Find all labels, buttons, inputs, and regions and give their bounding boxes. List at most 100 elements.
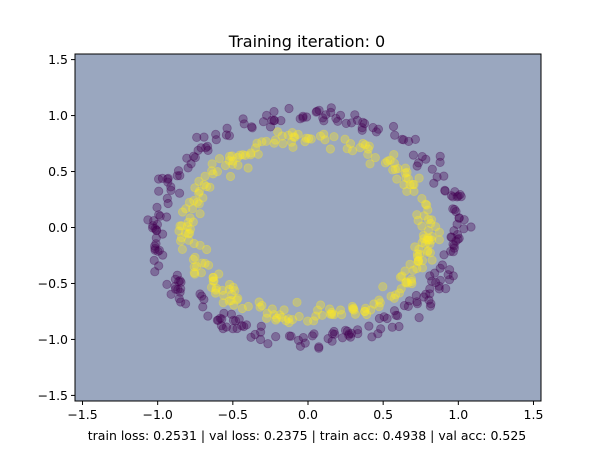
data-point-class-1 [426,235,437,245]
data-point-class-1 [289,132,299,142]
data-point-class-0 [219,308,229,318]
data-point-class-0 [459,215,469,225]
data-point-class-1 [283,314,293,324]
data-point-class-1 [374,295,384,305]
data-point-class-1 [194,199,204,209]
data-point-class-0 [307,331,317,341]
data-point-class-1 [233,152,243,162]
data-point-class-0 [392,310,403,321]
data-point-class-0 [408,150,418,160]
data-point-class-1 [277,312,287,322]
data-point-class-0 [234,314,244,324]
x-tick-label: −0.5 [218,407,248,422]
data-point-class-0 [431,277,441,288]
data-point-class-1 [395,272,406,282]
data-point-class-0 [154,174,164,184]
data-point-class-0 [376,324,386,334]
data-point-class-1 [414,173,424,183]
data-point-class-1 [402,186,412,196]
data-point-class-1 [374,301,384,312]
data-point-class-1 [233,293,243,303]
data-point-class-1 [365,159,375,169]
data-point-class-1 [212,167,222,177]
data-point-class-0 [448,204,458,214]
data-point-class-1 [182,221,192,232]
data-point-class-1 [189,262,199,272]
data-point-class-0 [421,154,431,164]
data-point-class-0 [443,270,453,280]
data-point-class-1 [380,158,391,168]
y-tick-label: 1.0 [48,108,68,123]
y-tick-label: −0.5 [38,276,68,291]
data-point-class-0 [352,115,362,126]
data-point-class-1 [224,284,234,294]
data-point-class-0 [295,341,305,351]
data-point-class-1 [417,255,428,266]
data-point-class-1 [195,209,205,219]
data-point-class-0 [172,270,182,280]
data-point-class-1 [194,186,204,196]
data-point-class-1 [426,215,437,225]
y-axis: −1.5 −1.0 −0.5 0.0 0.5 1.0 1.5 [38,52,75,403]
data-point-class-1 [273,127,283,137]
data-point-class-0 [437,260,447,270]
data-point-class-0 [445,246,456,256]
data-point-class-0 [450,187,460,197]
data-point-class-0 [158,250,168,260]
data-point-class-0 [446,191,457,201]
data-point-class-1 [189,196,199,206]
data-point-class-0 [150,267,160,277]
data-point-class-0 [412,297,422,307]
data-point-class-1 [385,155,395,165]
data-point-class-0 [162,174,172,184]
data-point-class-0 [344,329,354,339]
data-point-class-1 [269,310,279,320]
data-point-class-0 [333,116,343,126]
data-point-class-0 [202,141,213,151]
data-point-class-1 [419,234,429,244]
data-point-class-1 [208,272,218,282]
data-point-class-1 [187,204,198,214]
data-point-class-1 [399,180,409,190]
data-point-class-0 [175,276,185,286]
data-point-class-1 [201,181,212,192]
data-point-class-0 [163,177,173,187]
data-point-class-1 [254,297,264,307]
data-point-class-1 [335,305,346,315]
data-point-class-1 [396,284,406,294]
data-point-class-0 [163,173,173,183]
data-point-class-1 [262,308,272,318]
x-tick-label: 0.0 [298,407,318,422]
data-point-class-1 [232,295,242,305]
data-point-class-0 [444,265,455,275]
data-point-class-1 [227,159,238,169]
data-point-class-0 [440,186,450,196]
data-point-class-1 [319,129,329,139]
data-point-class-1 [207,159,217,169]
data-point-class-1 [424,235,434,245]
data-point-class-0 [387,322,397,332]
data-point-class-1 [271,315,281,325]
data-point-class-0 [398,135,409,145]
x-axis: −1.5 −1.0 −0.5 0.0 0.5 1.0 1.5 [67,401,543,422]
data-point-class-1 [358,138,368,149]
data-point-class-0 [151,233,161,243]
data-point-class-1 [390,164,400,174]
data-point-class-0 [298,332,308,343]
y-tick-label: −1.0 [38,332,68,347]
data-point-class-1 [200,171,210,181]
data-point-class-0 [434,284,444,294]
data-point-class-1 [419,211,429,221]
data-point-class-1 [324,304,335,314]
data-point-class-0 [430,268,440,278]
data-point-class-1 [210,288,221,298]
data-point-class-1 [246,148,256,158]
data-point-class-1 [220,160,231,171]
plot-background [75,54,541,401]
data-point-class-0 [335,110,346,120]
data-point-class-1 [375,298,385,308]
data-point-class-0 [352,325,363,335]
data-point-class-1 [337,309,347,320]
data-point-class-1 [366,305,376,315]
